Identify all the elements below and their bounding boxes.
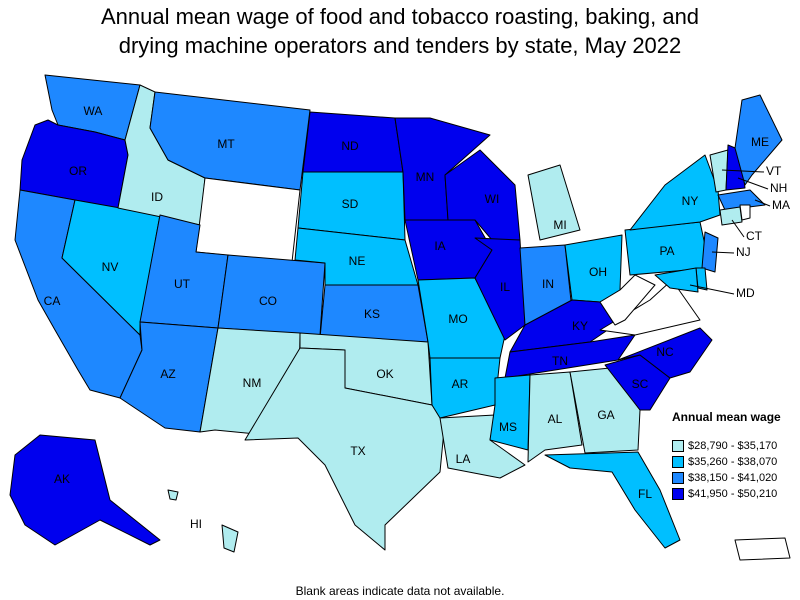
label-KY: KY [572, 319, 588, 333]
state-AL[interactable] [527, 371, 583, 463]
state-AR[interactable] [429, 357, 501, 419]
state-AK[interactable] [9, 434, 161, 546]
label-NY: NY [682, 194, 699, 208]
label-SD: SD [342, 197, 359, 211]
legend-swatch [672, 472, 684, 484]
label-CA: CA [44, 294, 61, 308]
legend-title: Annual mean wage [672, 410, 781, 424]
legend-label: $35,260 - $38,070 [688, 456, 778, 468]
label-ME: ME [751, 135, 769, 149]
state-PR[interactable] [734, 537, 791, 561]
footnote: Blank areas indicate data not available. [295, 584, 505, 598]
state-MI[interactable] [527, 164, 581, 241]
state-shapes [9, 74, 791, 561]
label-MN: MN [416, 170, 435, 184]
label-CT: CT [746, 229, 763, 243]
label-PA: PA [659, 244, 674, 258]
state-MA[interactable] [717, 189, 766, 211]
legend-item: $41,950 - $50,210 [672, 486, 800, 502]
state-TX[interactable] [244, 347, 446, 551]
label-NE: NE [349, 254, 366, 268]
legend-label: $28,790 - $35,170 [688, 440, 778, 452]
label-VT: VT [766, 164, 782, 178]
label-NJ: NJ [736, 245, 751, 259]
title-line-2: drying machine operators and tenders by … [118, 33, 682, 58]
state-MD[interactable] [654, 267, 699, 293]
label-AZ: AZ [160, 367, 175, 381]
label-TN: TN [552, 354, 568, 368]
legend-label: $41,950 - $50,210 [688, 488, 778, 500]
state-WY[interactable] [195, 177, 301, 263]
leader-lines [689, 169, 771, 295]
state-RI[interactable] [739, 204, 751, 221]
leader-MA [754, 199, 771, 207]
label-NH: NH [770, 181, 787, 195]
label-HI: HI [190, 517, 202, 531]
label-OH: OH [589, 265, 607, 279]
legend-swatch [672, 488, 684, 500]
label-MS: MS [499, 420, 517, 434]
label-WA: WA [84, 104, 103, 118]
state-CT[interactable] [719, 206, 743, 226]
state-MS[interactable] [489, 374, 531, 451]
label-IN: IN [542, 277, 554, 291]
label-NC: NC [656, 345, 674, 359]
leader-MD [689, 284, 735, 295]
label-ID: ID [151, 190, 163, 204]
label-CO: CO [259, 294, 277, 308]
label-MD: MD [736, 286, 755, 300]
state-IL[interactable] [474, 237, 526, 341]
legend-label: $38,150 - $41,020 [688, 472, 778, 484]
legend-swatch [672, 456, 684, 468]
state-TN[interactable] [504, 334, 636, 379]
label-ND: ND [341, 139, 359, 153]
label-MA: MA [772, 198, 790, 212]
label-IA: IA [434, 239, 445, 253]
label-TX: TX [350, 444, 365, 458]
label-MO: MO [448, 312, 467, 326]
label-AL: AL [548, 412, 563, 426]
state-VA[interactable] [599, 279, 701, 336]
label-IL: IL [500, 280, 510, 294]
label-FL: FL [638, 487, 652, 501]
title-line-1: Annual mean wage of food and tobacco roa… [100, 4, 700, 29]
label-LA: LA [456, 452, 471, 466]
state-ME[interactable] [734, 94, 783, 186]
label-MI: MI [553, 218, 566, 232]
leader-CT [731, 219, 745, 238]
state-FL[interactable] [544, 451, 681, 549]
legend-swatch [672, 440, 684, 452]
legend-item: $35,260 - $38,070 [672, 454, 800, 470]
state-NJ[interactable] [701, 231, 719, 273]
state-HI[interactable] [167, 489, 239, 553]
leader-NH [737, 177, 769, 190]
leader-VT [721, 169, 765, 173]
legend-item: $28,790 - $35,170 [672, 438, 800, 454]
map-title: Annual mean wage of food and tobacco roa… [0, 2, 800, 60]
state-WV[interactable] [599, 274, 656, 326]
state-NY[interactable] [629, 154, 721, 231]
label-UT: UT [174, 277, 191, 291]
label-KS: KS [364, 307, 380, 321]
label-GA: GA [597, 408, 614, 422]
label-NV: NV [102, 260, 119, 274]
label-OK: OK [376, 367, 393, 381]
legend: Annual mean wage $28,790 - $35,170 $35,2… [672, 410, 800, 502]
state-GA[interactable] [569, 367, 641, 454]
legend-item: $38,150 - $41,020 [672, 470, 800, 486]
label-MT: MT [217, 137, 235, 151]
leader-NJ [711, 251, 735, 254]
label-AR: AR [452, 377, 469, 391]
state-labels: WA OR CA NV ID MT UT AZ CO NM ND SD NE K… [44, 104, 790, 531]
label-AK: AK [54, 472, 70, 486]
label-NM: NM [243, 376, 262, 390]
label-WI: WI [485, 192, 500, 206]
label-OR: OR [69, 164, 87, 178]
state-NC[interactable] [617, 327, 713, 379]
label-SC: SC [632, 377, 649, 391]
